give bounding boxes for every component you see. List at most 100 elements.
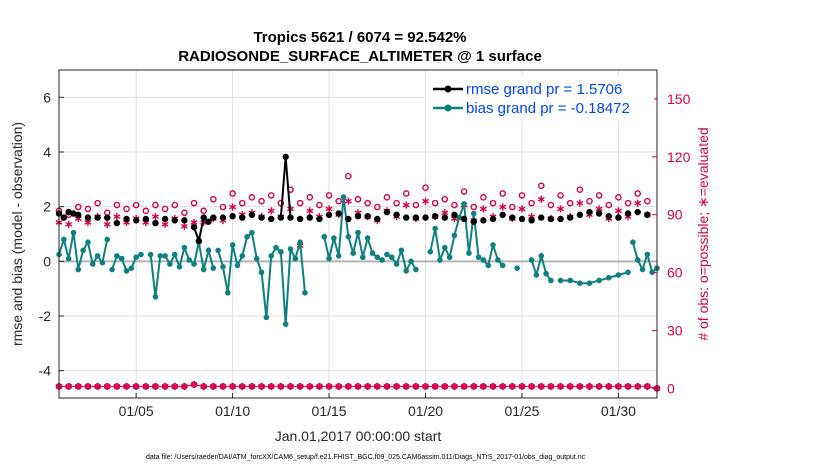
bias-point xyxy=(152,294,159,300)
x-axis-label: Jan.01,2017 00:00:00 start xyxy=(275,428,442,444)
bias-point xyxy=(118,255,125,262)
rmse-point xyxy=(267,215,275,223)
obs-possible-point xyxy=(422,184,429,191)
obs-possible-point xyxy=(373,203,381,211)
bias-point xyxy=(384,251,390,258)
bias-point xyxy=(360,254,366,261)
bias-point xyxy=(80,247,86,254)
obs-evaluated-point xyxy=(479,205,487,213)
bias-point xyxy=(186,257,193,263)
rmse-point xyxy=(470,218,477,225)
obs-possible-point xyxy=(113,201,121,209)
bias-point xyxy=(470,210,477,217)
bias-point xyxy=(345,233,352,240)
bias-point xyxy=(605,274,612,281)
rmse-point xyxy=(248,211,256,219)
bias-point xyxy=(408,258,414,265)
y-right-tick-label: 30 xyxy=(667,322,683,338)
bias-point xyxy=(427,248,434,255)
obs-possible-point xyxy=(451,201,458,209)
obs-possible-point xyxy=(595,192,603,199)
legend-bias-marker xyxy=(444,104,452,112)
x-tick-label: 01/15 xyxy=(312,403,347,419)
rmse-point xyxy=(354,213,362,220)
bias-point xyxy=(278,248,284,255)
bias-point xyxy=(171,251,178,258)
rmse-point xyxy=(431,213,439,220)
obs-possible-point xyxy=(181,209,188,217)
rmse-point xyxy=(595,210,603,217)
obs-evaluated-point xyxy=(537,195,545,203)
rmse-point xyxy=(200,214,207,221)
obs-evaluated-point xyxy=(113,213,121,221)
bias-point xyxy=(162,253,168,259)
obs-evaluated-point xyxy=(344,197,352,205)
obs-possible-point xyxy=(364,199,371,207)
obs-possible-point xyxy=(190,199,198,207)
obs-evaluated-point xyxy=(267,207,275,215)
bias-point xyxy=(167,261,173,267)
x-axis-ticks: 01/05 01/10 01/15 01/20 01/25 01/30 xyxy=(119,393,636,419)
legend: rmse grand pr = 1.5706 bias grand pr = -… xyxy=(426,76,654,120)
rmse-point xyxy=(287,214,294,221)
bias-point xyxy=(331,235,337,241)
y-axis-ticks: -4 -2 0 2 4 6 xyxy=(39,89,64,379)
rmse-point xyxy=(190,223,198,231)
rmse-point xyxy=(460,215,468,223)
bias-point xyxy=(220,264,226,270)
y-tick-label: 6 xyxy=(43,89,51,105)
obs-possible-point xyxy=(171,201,179,209)
bias-point xyxy=(548,277,554,284)
bias-point xyxy=(65,255,72,262)
bias-point xyxy=(85,239,91,245)
obs-possible-point xyxy=(94,199,101,207)
obs-possible-point xyxy=(248,194,256,201)
y-right-axis-label: # of obs: o=possible; ∗=evaluated xyxy=(695,127,711,340)
obs-possible-point xyxy=(557,192,564,199)
rmse-point xyxy=(383,208,391,216)
rmse-point xyxy=(451,211,458,219)
bias-point xyxy=(586,280,593,287)
bias-point xyxy=(625,269,631,276)
bias-point xyxy=(466,250,472,256)
rmse-point xyxy=(615,214,622,221)
bias-point xyxy=(292,255,299,262)
bias-point xyxy=(109,266,115,273)
obs-possible-point xyxy=(537,182,545,190)
bias-point xyxy=(249,229,255,236)
y-axis-label: rmse and bias (model - observation) xyxy=(9,122,25,346)
rmse-point xyxy=(277,214,285,221)
bias-point xyxy=(615,272,622,278)
y-right-tick-label: 0 xyxy=(667,380,675,396)
obs-evaluated-point xyxy=(103,220,111,228)
obs-possible-point xyxy=(383,194,391,201)
bias-point xyxy=(133,254,139,261)
obs-possible-point xyxy=(84,205,92,213)
obs-possible-point xyxy=(412,201,420,209)
rmse-point xyxy=(325,211,333,219)
bias-point xyxy=(75,266,82,273)
x-tick-label: 01/20 xyxy=(408,403,443,419)
obs-evaluated-point xyxy=(576,199,584,207)
bias-series xyxy=(56,194,660,328)
bias-point xyxy=(446,254,453,261)
x-tick-label: 01/30 xyxy=(601,403,636,419)
rmse-point xyxy=(60,214,68,221)
bias-point xyxy=(398,247,405,254)
bias-point xyxy=(567,277,573,284)
rmse-point xyxy=(509,214,516,221)
bias-point xyxy=(147,251,154,258)
obs-possible-point xyxy=(267,192,275,199)
bias-point xyxy=(94,253,101,259)
bias-point xyxy=(437,257,443,263)
rmse-point xyxy=(132,217,140,224)
bias-point xyxy=(61,236,67,243)
obs-possible-point xyxy=(576,186,584,193)
y-tick-label: 0 xyxy=(43,253,51,269)
y-right-axis-ticks: 0 30 60 90 120 150 xyxy=(652,91,691,396)
obs-evaluated-point xyxy=(518,205,526,213)
rmse-point xyxy=(412,214,420,221)
bias-point xyxy=(104,236,111,243)
bias-point xyxy=(282,321,289,328)
rmse-point xyxy=(75,211,82,219)
